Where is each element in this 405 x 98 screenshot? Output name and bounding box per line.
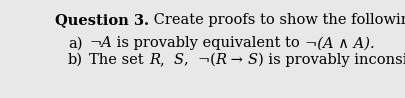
Text: S: S bbox=[247, 53, 257, 67]
Text: R: R bbox=[215, 53, 226, 67]
Text: is provably equivalent to: is provably equivalent to bbox=[112, 36, 304, 50]
Text: ) is provably inconsistent.: ) is provably inconsistent. bbox=[257, 53, 405, 67]
Text: a): a) bbox=[68, 36, 82, 50]
Text: Question 3.: Question 3. bbox=[55, 13, 148, 27]
Text: →: → bbox=[226, 53, 247, 67]
Text: Create proofs to show the following.: Create proofs to show the following. bbox=[148, 13, 405, 27]
Text: R: R bbox=[148, 53, 159, 67]
Text: ¬(A ∧ A).: ¬(A ∧ A). bbox=[304, 36, 373, 50]
Text: S: S bbox=[173, 53, 183, 67]
Text: ,  ¬(: , ¬( bbox=[183, 53, 215, 67]
Text: ,: , bbox=[159, 53, 173, 67]
Text: The set: The set bbox=[89, 53, 148, 67]
Text: b): b) bbox=[68, 53, 83, 67]
Text: ¬A: ¬A bbox=[89, 36, 112, 50]
